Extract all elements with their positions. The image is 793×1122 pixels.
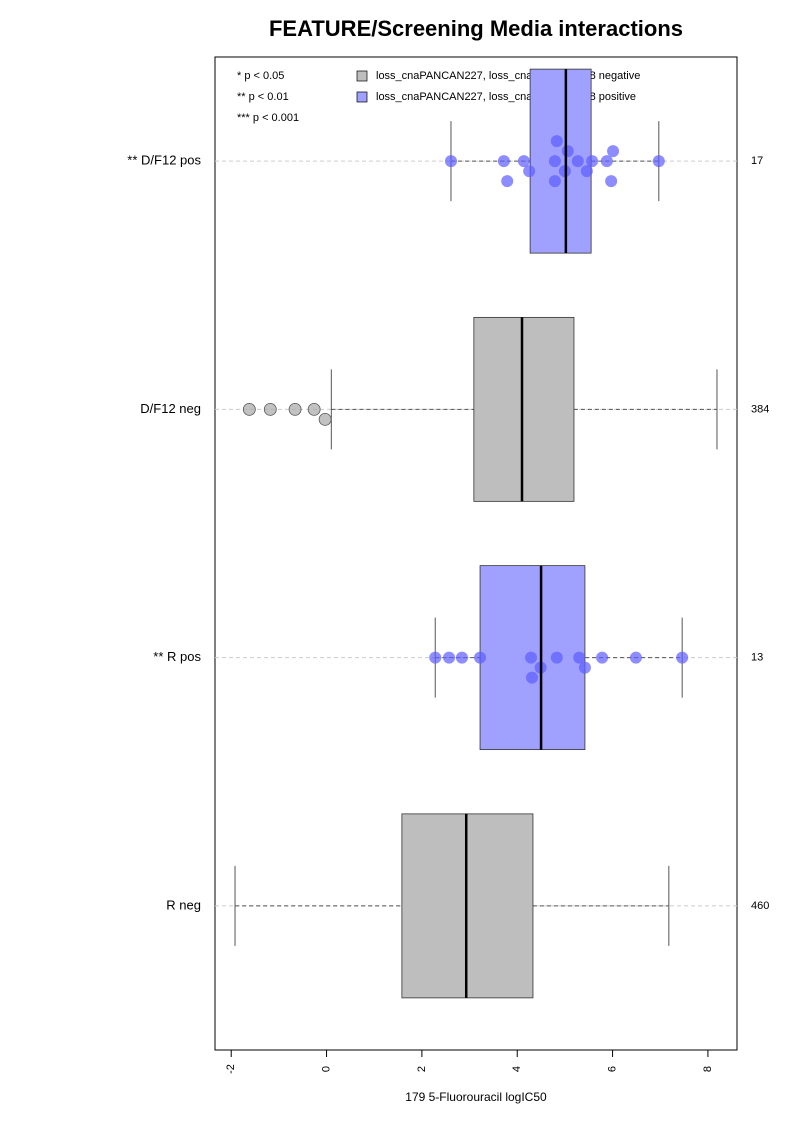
data-point: [263, 402, 277, 416]
data-point: [443, 651, 456, 664]
data-point: [600, 155, 613, 168]
x-tick-label: 6: [606, 1066, 618, 1072]
box: [473, 316, 575, 502]
data-point: [550, 651, 563, 664]
x-tick-label: 8: [702, 1066, 714, 1072]
data-point: [596, 651, 609, 664]
data-point: [586, 155, 599, 168]
data-point: [548, 155, 561, 168]
data-point: [629, 651, 642, 664]
x-tick-label: -2: [225, 1064, 237, 1074]
data-point: [501, 175, 514, 188]
data-point: [474, 651, 487, 664]
data-point: [523, 165, 536, 178]
data-point: [561, 145, 574, 158]
x-axis-label: 179 5-Fluorouracil logIC50: [405, 1090, 547, 1104]
x-tick-label: 4: [511, 1066, 523, 1072]
data-point: [548, 175, 561, 188]
data-point: [578, 661, 591, 674]
annotation: *** p < 0.001: [237, 112, 299, 124]
data-point: [497, 155, 510, 168]
annotation: ** p < 0.01: [237, 91, 289, 103]
legend-swatch: [356, 70, 368, 82]
data-point: [318, 412, 332, 426]
legend-label: loss_cnaPANCAN227, loss_cnaPANCAN228 neg…: [376, 70, 640, 82]
count-label: 17: [751, 155, 763, 167]
legend-label: loss_cnaPANCAN227, loss_cnaPANCAN228 pos…: [376, 91, 636, 103]
data-point: [652, 155, 665, 168]
count-label: 13: [751, 652, 763, 664]
data-point: [526, 671, 539, 684]
data-point: [573, 651, 586, 664]
category-label: R neg: [166, 897, 201, 912]
data-point: [307, 402, 321, 416]
data-point: [525, 651, 538, 664]
data-point: [288, 402, 302, 416]
data-point: [607, 145, 620, 158]
data-point: [517, 155, 530, 168]
data-point: [429, 651, 442, 664]
legend-swatch: [356, 91, 368, 103]
data-point: [571, 155, 584, 168]
annotation: * p < 0.05: [237, 70, 284, 82]
data-point: [580, 165, 593, 178]
data-point: [444, 155, 457, 168]
category-label: ** D/F12 pos: [127, 153, 201, 168]
data-point: [242, 402, 256, 416]
data-point: [676, 651, 689, 664]
category-label: ** R pos: [153, 649, 201, 664]
data-point: [605, 175, 618, 188]
data-point: [550, 135, 563, 148]
x-tick-label: 0: [320, 1066, 332, 1072]
chart-title: FEATURE/Screening Media interactions: [269, 16, 683, 41]
x-tick-label: 2: [416, 1066, 428, 1072]
category-label: D/F12 neg: [140, 401, 201, 416]
count-label: 460: [751, 900, 769, 912]
count-label: 384: [751, 403, 769, 415]
data-point: [455, 651, 468, 664]
